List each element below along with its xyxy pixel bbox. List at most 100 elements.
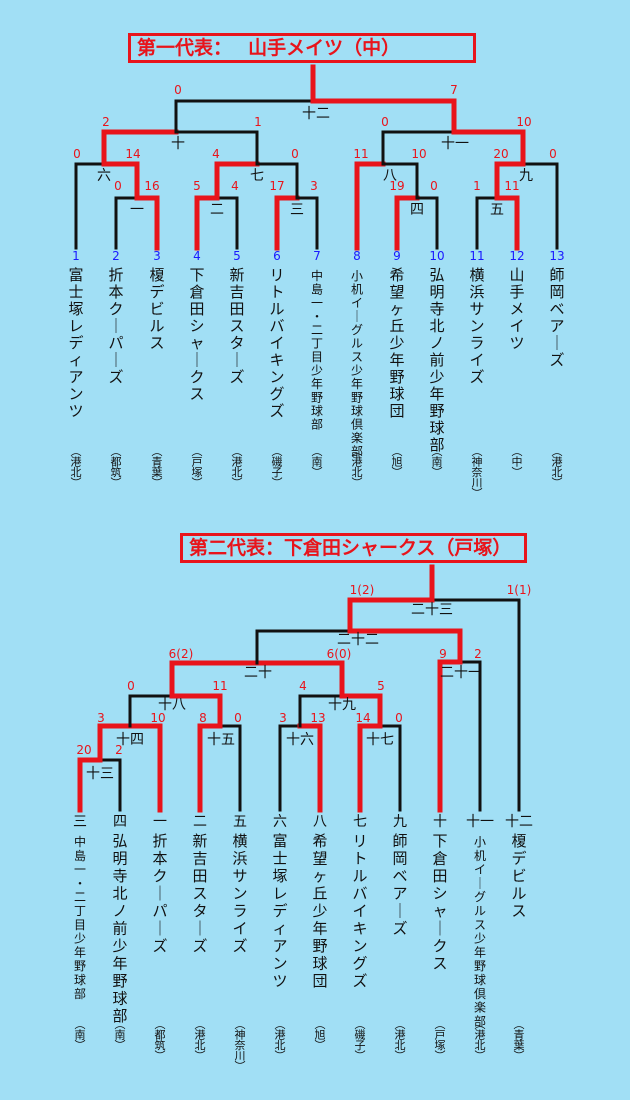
bracket2-match-label: 二十二	[337, 632, 379, 648]
bracket1-score: 4	[212, 147, 220, 161]
bracket1-score: 7	[450, 83, 458, 97]
bracket1-team-name: 師岡ベア｜ズ	[549, 266, 564, 369]
bracket2-score: 3	[97, 711, 105, 725]
bracket2-line-15	[458, 660, 482, 812]
bracket2-score: 14	[355, 711, 370, 725]
bracket1-team-number: 11	[469, 249, 484, 263]
bracket2-team-number: 一	[153, 814, 167, 830]
bracket2-team-number: 四	[113, 814, 127, 830]
bracket2-line-12	[298, 694, 344, 728]
bracket1-team-number: 13	[549, 249, 564, 263]
bracket1-team-name: 折本ク｜パ｜ズ	[108, 266, 123, 386]
bracket1-line-6	[394, 195, 420, 251]
bracket1-line-23	[310, 98, 457, 135]
bracket1-score: 1	[254, 115, 262, 129]
bracket2-team-number: 八	[313, 814, 327, 830]
bracket1-team-area: ︵中︶	[512, 445, 523, 479]
bracket2-team-name: 中島一・二丁目少年野球部	[74, 834, 86, 1001]
bracket2-line-0	[77, 757, 103, 813]
bracket2-team-name: 新吉田スタ｜ズ	[192, 832, 207, 955]
bracket1-score: 11	[353, 147, 368, 161]
bracket2-team-name: 榎デビルス	[511, 832, 526, 920]
bracket2-line-18	[255, 629, 352, 665]
bracket1-team-name: 榎デビルス	[149, 266, 164, 352]
bracket1-team-name: 弘明寺北ノ前少年野球部	[429, 266, 444, 454]
bracket1-team-number: 5	[233, 249, 241, 263]
bracket2-line-17	[254, 660, 345, 699]
bracket2-score: 11	[212, 679, 227, 693]
bracket1-line-14	[354, 161, 386, 251]
bracket1-score: 1	[473, 179, 481, 193]
bracket1-score: 16	[144, 179, 159, 193]
bracket1-line-5	[295, 196, 319, 250]
bracket2-team-area: ︵戸塚︶	[435, 1018, 446, 1063]
bracket2-score: 6(2)	[169, 647, 194, 661]
bracket2-score: 13	[310, 711, 325, 725]
bracket2-match-label: 二十三	[411, 602, 453, 618]
bracket1-line-7	[415, 196, 439, 250]
bracket2-team-number: 十一	[466, 814, 494, 830]
bracket1-team-number: 9	[393, 249, 401, 263]
bracket1-line-2	[194, 195, 220, 251]
bracket2-team-area: ︵港北︶	[475, 1018, 486, 1063]
bracket2-line-1	[98, 758, 122, 812]
bracket2-line-21	[430, 598, 521, 812]
bracket1-line-18	[101, 129, 179, 167]
bracket2-match-label: 十五	[207, 732, 235, 748]
bracket1-score: 20	[493, 147, 508, 161]
bracket1-line-3	[215, 196, 239, 250]
bracket1-match-label: 五	[490, 202, 504, 218]
bracket1-match-label: 六	[97, 168, 111, 184]
bracket2-team-area: ︵港北︶	[395, 1018, 406, 1063]
bracket1-score: 2	[102, 115, 110, 129]
bracket2-score: 5	[377, 679, 385, 693]
bracket1-team-area: ︵港北︶	[552, 445, 563, 490]
bracket1-score: 0	[114, 179, 122, 193]
bracket2-line-3	[127, 723, 163, 813]
bracket2-score: 10	[150, 711, 165, 725]
bracket2-score: 3	[279, 711, 287, 725]
bracket2-team-area: ︵磯子︶	[355, 1018, 366, 1063]
bracket1-team-area: ︵都筑︶	[111, 445, 122, 490]
bracket2-score: 0	[395, 711, 403, 725]
bracket2-team-number: 七	[353, 814, 367, 830]
bracket1-match-label: 十二	[302, 106, 330, 122]
bracket2-team-area: ︵南︶	[75, 1018, 86, 1052]
bracket2-line-11	[169, 693, 223, 729]
bracket2-line-19	[347, 628, 463, 665]
bracket1-team-number: 1	[72, 249, 80, 263]
bracket2-score: 2	[115, 743, 123, 757]
bracket1-score: 5	[193, 179, 201, 193]
bracket2-match-label: 十三	[86, 766, 114, 782]
bracket1-line-17	[521, 162, 559, 250]
bracket1-score: 10	[516, 115, 531, 129]
bracket1-line-21	[451, 129, 526, 167]
bracket1-team-area: ︵磯子︶	[272, 445, 283, 490]
bracket2-team-number: 十二	[505, 814, 533, 830]
bracket1-match-label: 十一	[441, 136, 469, 152]
bracket1-team-number: 8	[353, 249, 361, 263]
bracket2-title: 第二代表：下倉田シャークス（戸塚）	[180, 533, 527, 563]
bracket1-line-11	[101, 161, 140, 201]
bracket2-team-area: ︵港北︶	[195, 1018, 206, 1063]
bracket1-team-number: 6	[273, 249, 281, 263]
bracket1-match-label: 八	[383, 168, 397, 184]
bracket2-score: 9	[439, 647, 447, 661]
bracket2-team-number: 九	[393, 814, 407, 830]
bracket2-score: 0	[127, 679, 135, 693]
bracket1-team-name: 中島一・二丁目少年野球部	[311, 268, 323, 432]
bracket1-team-number: 3	[153, 249, 161, 263]
bracket2-match-label: 十四	[116, 732, 144, 748]
bracket1-match-label: 十	[171, 136, 185, 152]
bracket1-team-number: 7	[313, 249, 321, 263]
bracket2-team-area: ︵青葉︶	[514, 1018, 525, 1063]
bracket2-line-8	[357, 723, 383, 813]
bracket1-team-area: ︵南︶	[432, 445, 443, 479]
bracket1-team-number: 12	[509, 249, 524, 263]
bracket1-line-9	[494, 195, 520, 251]
bracket1-team-name: 希望ヶ丘少年野球団	[389, 266, 404, 420]
bracket2-line-2	[97, 723, 133, 763]
bracket1-score: 0	[549, 147, 557, 161]
bracket2-line-13	[339, 693, 383, 729]
